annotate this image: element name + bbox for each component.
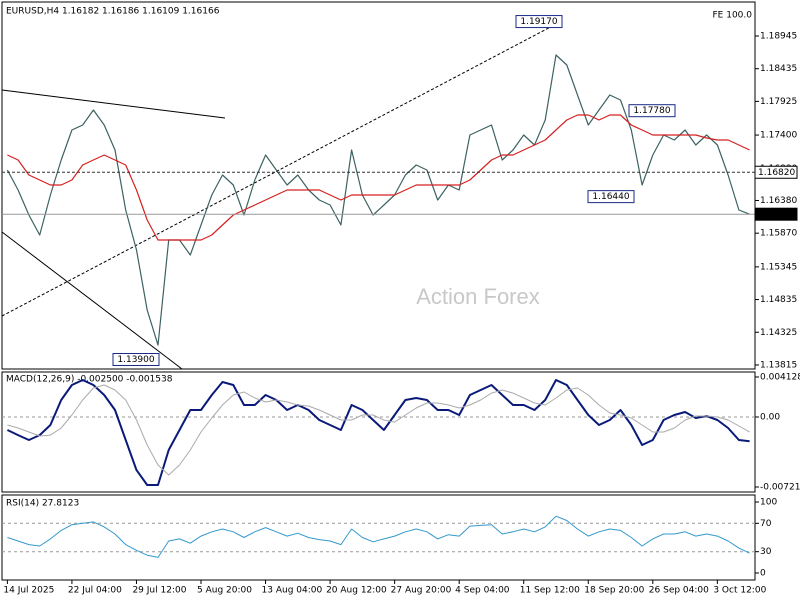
annotation-label: 1.13900	[117, 355, 154, 365]
annotation-box	[112, 353, 160, 367]
macd-header: MACD(12,26,9) -0.002500 -0.001538	[6, 375, 173, 385]
x-tick-label: 26 Sep 04:00	[649, 586, 709, 596]
y-tick-label: 1.15870	[760, 229, 797, 239]
y-tick-label: 30	[760, 547, 772, 557]
annotation-label: 1.17780	[633, 106, 670, 116]
y-tick-label: 1.17925	[760, 97, 797, 107]
x-tick-label: 29 Jul 12:00	[132, 586, 186, 596]
price-tag	[754, 207, 798, 221]
trendline	[1, 231, 183, 370]
x-tick-label: 20 Aug 12:00	[326, 586, 387, 596]
price-tag-label: 1.16166	[758, 210, 795, 220]
y-tick-label: 1.18945	[760, 31, 797, 41]
y-tick-label: 0	[760, 568, 766, 578]
fe-label: FE 100.0	[713, 11, 753, 21]
x-tick-label: 5 Aug 20:00	[197, 586, 252, 596]
y-tick-label: 0.004128	[760, 372, 800, 382]
rsi-panel	[1, 494, 756, 581]
price-tag	[754, 165, 798, 179]
y-tick-label: 1.16380	[760, 196, 797, 206]
x-tick-label: 13 Aug 04:00	[262, 586, 323, 596]
macd-panel	[1, 371, 756, 493]
series-line	[7, 114, 750, 241]
y-tick-label: 1.14325	[760, 328, 797, 338]
x-tick-label: 27 Aug 20:00	[391, 586, 452, 596]
annotation-label: 1.16440	[592, 192, 629, 202]
y-tick-label: 1.17400	[760, 131, 797, 141]
x-tick-label: 22 Jul 04:00	[68, 586, 122, 596]
rsi-header: RSI(14) 27.8123	[6, 499, 79, 509]
channel-line	[1, 21, 561, 317]
y-tick-label: -0.007216	[760, 483, 800, 493]
series-line	[6, 54, 750, 346]
y-tick-label: 1.18435	[760, 64, 797, 74]
x-tick-label: 14 Jul 2025	[3, 586, 54, 596]
x-tick-label: 18 Sep 20:00	[584, 586, 644, 596]
y-tick-label: 1.14835	[760, 295, 797, 305]
price-panel	[1, 1, 756, 370]
y-tick-label: 1.15345	[760, 262, 797, 272]
watermark: Action Forex	[416, 284, 540, 309]
series-line	[6, 379, 750, 486]
annotation-box	[587, 190, 635, 204]
y-tick-label: 70	[760, 519, 772, 529]
series-line	[7, 515, 750, 558]
annotation-box	[628, 104, 676, 118]
x-tick-label: 3 Oct 12:00	[713, 586, 766, 596]
trendline	[1, 89, 226, 119]
y-tick-label: 0.00	[760, 413, 780, 423]
y-tick-label: 100	[760, 498, 777, 508]
annotation-box	[515, 15, 563, 29]
price-tag-label: 1.16820	[758, 168, 795, 178]
annotation-label: 1.19170	[520, 17, 557, 27]
x-tick-label: 11 Sep 12:00	[520, 586, 580, 596]
price-header: EURUSD,H4 1.16182 1.16186 1.16109 1.1616…	[6, 7, 220, 17]
series-line	[7, 384, 750, 476]
y-tick-label: 1.13815	[760, 360, 797, 370]
x-tick-label: 4 Sep 04:00	[455, 586, 510, 596]
